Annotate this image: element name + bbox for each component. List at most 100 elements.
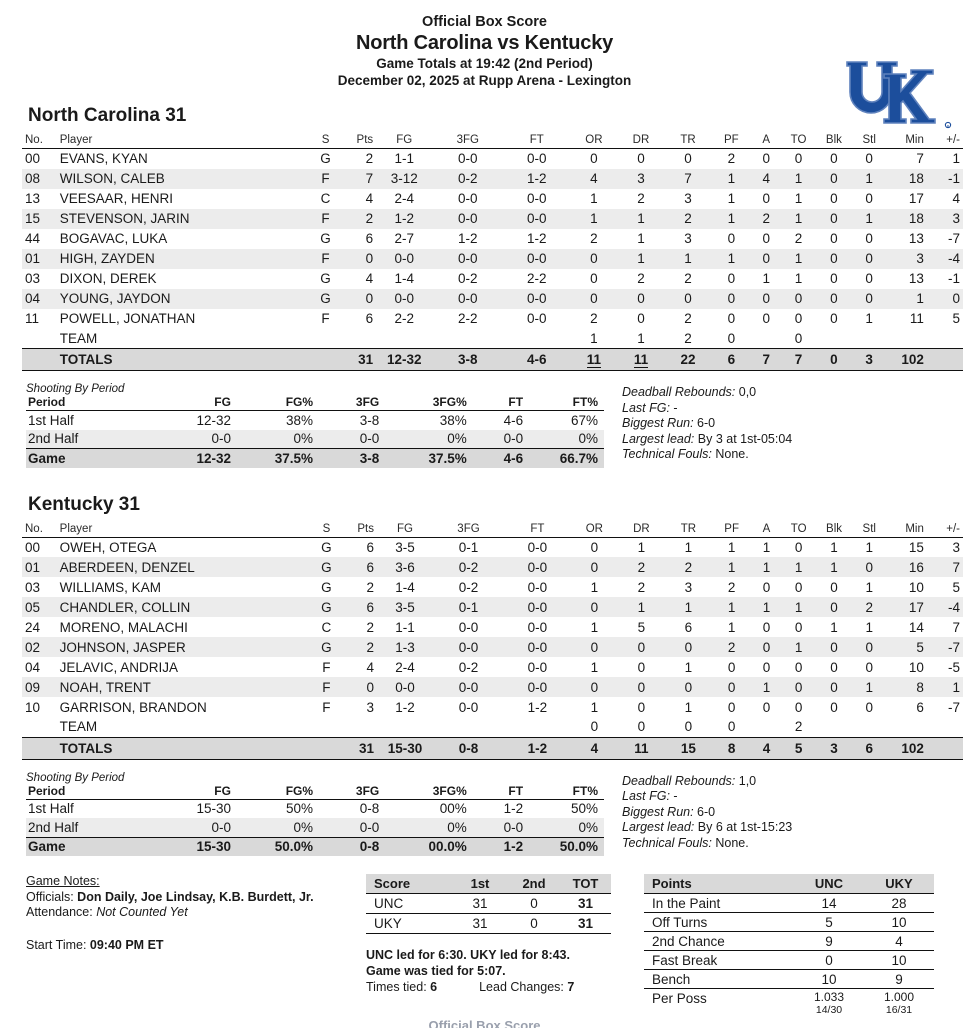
cell-sbp-3fg: 0-0	[319, 818, 386, 837]
cell-sbp-fg: 15-30	[196, 801, 231, 817]
cell-sbp-3fg: 3-8	[359, 412, 380, 428]
table-row[interactable]: 00 OWEH, OTEGA G 6 3-5 0-1 0-0 0 1 1 1 1 0 1 1 15 3	[22, 537, 963, 557]
table-row[interactable]: 01 HIGH, ZAYDEN F 0 0-0 0-0 0-0 0 1 1 1 0 1 0 0 3 -4	[22, 248, 963, 269]
totals-to: 5	[781, 736, 816, 760]
cell-pts: 3	[366, 699, 374, 715]
table-row[interactable]: 01 ABERDEEN, DENZEL G 6 3-6 0-2 0-0 0 2 2 1 1 1 1 0 16 7	[22, 557, 963, 577]
points-label: Bench	[644, 969, 794, 989]
table-row[interactable]: 04 JELAVIC, ANDRIJA F 4 2-4 0-2 0-0 1 0 1 0 0 0 0 0 10-…	[22, 657, 963, 677]
cell-min: 14	[908, 619, 924, 635]
cell-player: YOUNG, JAYDON	[56, 288, 312, 309]
cell-to: 0	[794, 579, 803, 595]
totals-tr: 15	[664, 736, 712, 760]
cell-fg: 2-2	[394, 311, 414, 326]
table-row[interactable]: 08 WILSON, CALEB F 7 3-12 0-2 1-2 4 3 7 1 4 1 0 1 18 -1	[22, 168, 963, 189]
cell-period: 1st Half	[28, 412, 74, 428]
cell-tr: 2	[664, 557, 712, 577]
cell-pts: 4	[365, 271, 374, 286]
cell-sbp-ftpct: 50%	[570, 801, 598, 817]
cell-or: 0	[590, 151, 598, 167]
cell-min: 10	[908, 659, 924, 675]
table-row[interactable]: 03 DIXON, DEREK G 4 1-4 0-2 2-2 0 2 2 0 1 1 0 0 13 -1	[22, 269, 963, 289]
cell-ft: 1-2	[503, 168, 571, 189]
cell-s: C	[321, 619, 332, 635]
cell-period: Game	[26, 836, 157, 856]
cell-tr: 0	[664, 637, 712, 657]
shooting-caption-uky: Shooting By Period	[26, 771, 125, 784]
cell-or: 1	[590, 579, 599, 595]
totals-label: TOTALS	[56, 348, 312, 371]
totals-pts: 31	[339, 348, 377, 371]
cell-pf: 0	[711, 288, 752, 309]
col-sbp-3fgpct: 3FG%	[385, 395, 473, 411]
table-row[interactable]: 04 YOUNG, JAYDON G 0 0-0 0-0 0-0 0 0 0 0 0 0 0 0 1 0	[22, 288, 963, 309]
matchup-title: North Carolina vs Kentucky	[355, 32, 614, 54]
cell-sbp-3fg: 0-0	[319, 429, 386, 449]
cell-sbp-3fgpct: 00%	[439, 801, 467, 817]
shooting-caption-unc: Shooting By Period	[26, 383, 125, 395]
cell-tr: 0	[664, 677, 712, 697]
cell-sbp-3fg: 0-8	[319, 836, 386, 856]
cell-or: 0	[570, 288, 618, 309]
cell-a: 0	[762, 311, 770, 326]
cell-a: 2	[751, 208, 782, 229]
table-row[interactable]: 03 WILLIAMS, KAM G 2 1-4 0-2 0-0 1 2 3 2 0 0 0 1 10 5	[22, 577, 963, 597]
table-row[interactable]: 15 STEVENSON, JARIN F 2 1-2 0-0 0-0 1 1 2 1 2 1 0 1 18 3	[22, 208, 963, 229]
cell-pf: 0	[711, 717, 752, 737]
cell-s: F	[311, 168, 340, 189]
cell-dr: 1	[617, 597, 665, 617]
points-label: 2nd Chance	[644, 931, 794, 951]
cell-team-label: TEAM	[56, 328, 312, 349]
biggest-run-uky: Biggest Run: 6-0	[622, 804, 716, 819]
table-row[interactable]: 09 NOAH, TRENT F 0 0-0 0-0 0-0 0 0 0 0 1 0 0 1 8 1	[22, 677, 963, 697]
table-row[interactable]: 13 VEESAAR, HENRI C 4 2-4 0-0 0-0 1 2 3 1 0 1 0 0 17 4	[22, 189, 963, 209]
totals-min: 102	[886, 736, 927, 760]
totals-label: TOTALS	[56, 736, 313, 760]
cell-to: 1	[781, 557, 816, 577]
score-2nd: 0	[508, 893, 560, 914]
totals-stl: 3	[852, 348, 887, 371]
cell-or: 0	[570, 597, 618, 617]
cell-no	[22, 328, 57, 349]
totals-ft: 4-6	[503, 348, 571, 371]
points-label: Off Turns	[644, 912, 794, 932]
cell-plusminus: -7	[926, 637, 963, 657]
cell-no: 13	[25, 191, 41, 206]
table-row[interactable]: 24 MORENO, MALACHI C 2 1-1 0-0 0-0 1 5 6 1 0 0 1 1 14 7	[22, 617, 963, 637]
table-row[interactable]: 10 GARRISON, BRANDON F 3 1-2 0-0 1-2 1 0 1 0 0 0 0 0 6-…	[22, 697, 963, 717]
col-or: OR	[570, 521, 618, 538]
score-row-unc: UNC 31 0 31	[366, 893, 611, 914]
table-row[interactable]: 00 EVANS, KYAN G 2 1-1 0-0 0-0 0 0 0 2 0 0 0 0 7 1	[22, 149, 963, 169]
table-row[interactable]: 02 JOHNSON, JASPER G 2 1-3 0-0 0-0 0 0 0 2 0 1 0 0 5 -7	[22, 637, 963, 657]
biggest-run-unc: Biggest Run: 6-0	[622, 416, 716, 430]
cell-blk: 0	[830, 311, 838, 326]
cell-to: 0	[794, 659, 803, 675]
table-row[interactable]: 11 POWELL, JONATHAN F 6 2-2 2-2 0-0 2 0 2 0 0 0 0 1 11 5	[22, 309, 963, 329]
cell-player: WILLIAMS, KAM	[59, 579, 161, 595]
cell-s: C	[320, 191, 331, 206]
cell-sbp-ftpct: 66.7%	[529, 448, 604, 468]
col-sbp-ft: FT	[472, 783, 530, 800]
cell-no: 03	[25, 579, 41, 595]
cell-blk: 0	[830, 191, 838, 206]
cell-dr: 2	[637, 271, 645, 286]
cell-plusminus: -4	[926, 597, 963, 617]
shooting-row-game: Game 15-30 50.0% 0-8 00.0% 1-2 50.0%	[26, 836, 604, 856]
cell-blk: 0	[830, 659, 838, 675]
cell-tr: 7	[664, 168, 712, 189]
cell-sbp-fg: 12-32	[156, 448, 237, 468]
start-time-line: Start Time: 09:40 PM ET	[26, 937, 164, 952]
cell-dr: 2	[637, 579, 646, 595]
totals-tr: 22	[664, 348, 712, 371]
perposs-uky: 1.000 16/31	[864, 989, 934, 1019]
points-row: Fast Break 0 10	[644, 950, 934, 970]
cell-or: 2	[590, 311, 598, 326]
table-row[interactable]: 05 CHANDLER, COLLIN G 6 3-5 0-1 0-0 0 1 1 1 1 1 0 2 17-…	[22, 597, 963, 617]
cell-stl: 0	[865, 271, 873, 286]
col-points-label: Points	[644, 874, 794, 894]
cell-pts: 4	[366, 659, 374, 675]
cell-pf: 0	[711, 328, 752, 349]
totals-fg: 15-30	[376, 736, 434, 760]
cell-pf: 1	[711, 557, 752, 577]
table-row[interactable]: 44 BOGAVAC, LUKA G 6 2-7 1-2 1-2 2 1 3 0 0 2 0 0 13 -7	[22, 229, 963, 249]
